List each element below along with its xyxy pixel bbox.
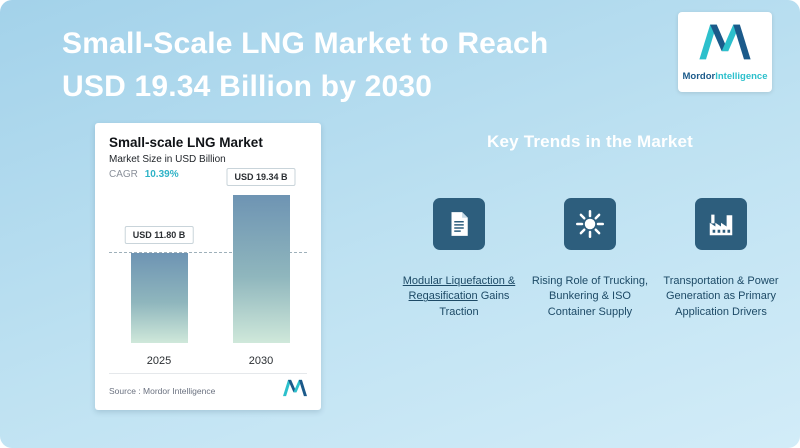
sun-icon <box>564 198 616 250</box>
mordor-m-logo-icon <box>699 23 751 66</box>
brand-name-secondary: Intelligence <box>715 70 768 82</box>
cagr-label: CAGR <box>109 169 138 180</box>
bar-value-label-2030: USD 19.34 B <box>226 168 296 186</box>
cagr-row: CAGR 10.39% <box>109 169 307 180</box>
trend-item-modular-liquefaction: Modular Liquefaction & Regasification Ga… <box>398 198 520 320</box>
bar-value-label-2025: USD 11.80 B <box>124 226 194 244</box>
bar-chart-plot: USD 11.80 B USD 19.34 B 2025 2030 <box>109 168 307 367</box>
reference-dashed-line <box>109 252 307 253</box>
mordor-m-logo-small-icon <box>283 379 307 402</box>
trend-text-transportation-power: Transportation & Power Generation as Pri… <box>663 275 779 318</box>
brand-logo-box: MordorIntelligence <box>678 12 772 92</box>
chart-title: Small-scale LNG Market <box>109 135 263 150</box>
document-icon <box>433 198 485 250</box>
factory-icon <box>695 198 747 250</box>
x-axis-label-2030: 2030 <box>248 355 274 367</box>
brand-name: MordorIntelligence <box>683 71 768 82</box>
trend-item-trucking-bunkering: Rising Role of Trucking, Bunkering & ISO… <box>529 198 651 320</box>
page-title-line2: USD 19.34 Billion by 2030 <box>62 70 433 103</box>
trend-row: Modular Liquefaction & Regasification Ga… <box>398 198 782 320</box>
x-axis-label-2025: 2025 <box>146 355 172 367</box>
bar-2025 <box>131 253 188 343</box>
source-row: Source : Mordor Intelligence <box>109 373 307 402</box>
trend-text-modular-liquefaction: Modular Liquefaction & Regasification Ga… <box>399 274 519 320</box>
trend-text-trucking-bunkering: Rising Role of Trucking, Bunkering & ISO… <box>531 275 649 318</box>
cagr-value: 10.39% <box>144 169 179 180</box>
chart-subtitle: Market Size in USD Billion <box>109 154 226 165</box>
modular-liquefaction-link[interactable]: Modular Liquefaction & Regasification <box>402 275 516 303</box>
page-title: Small-Scale LNG Market to Reach USD 19.3… <box>62 22 662 108</box>
key-trends-heading: Key Trends in the Market <box>486 132 694 151</box>
source-text: Source : Mordor Intelligence <box>109 385 216 396</box>
page-title-line1: Small-Scale LNG Market to Reach <box>62 27 549 60</box>
chart-card: Small-scale LNG Market Market Size in US… <box>95 123 321 410</box>
trend-text-rest: Gains Traction <box>439 290 510 318</box>
bar-2030 <box>233 195 290 343</box>
trend-item-transportation-power: Transportation & Power Generation as Pri… <box>660 198 782 320</box>
brand-name-primary: Mordor <box>682 70 716 82</box>
key-trends-section: Key Trends in the Market Modular Liquefa… <box>398 132 782 320</box>
